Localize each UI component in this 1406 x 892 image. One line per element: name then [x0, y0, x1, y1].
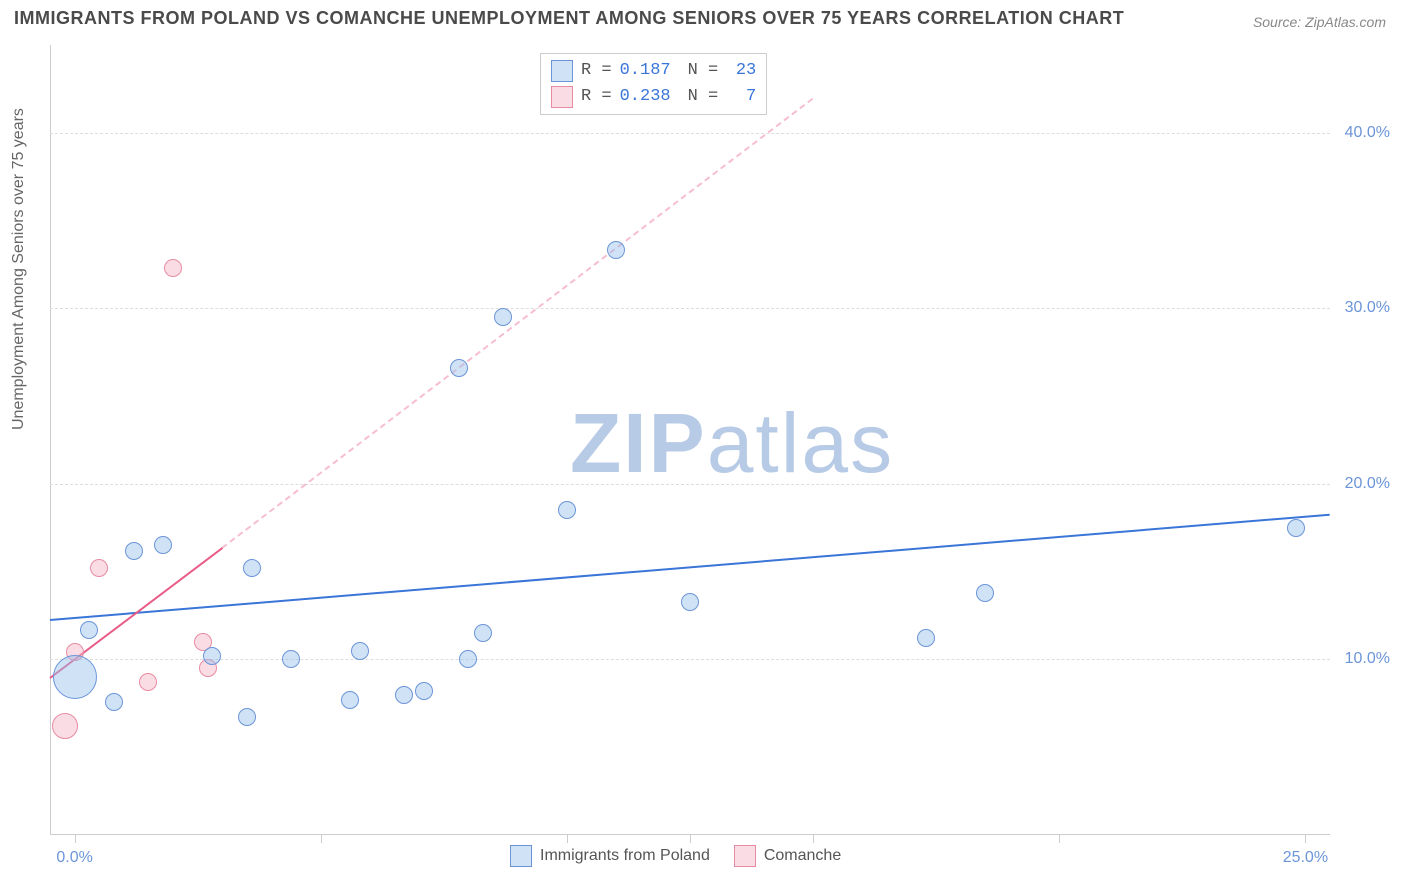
watermark-zip: ZIP	[570, 396, 707, 490]
stats-row: R = 0.187 N = 23	[551, 58, 756, 84]
legend-swatch-icon	[510, 845, 532, 867]
y-tick-label: 10.0%	[1345, 650, 1390, 668]
data-point	[681, 593, 699, 611]
gridline	[50, 659, 1330, 660]
data-point	[90, 559, 108, 577]
data-point	[243, 559, 261, 577]
data-point	[558, 501, 576, 519]
n-label: N =	[688, 58, 719, 84]
y-tick-label: 30.0%	[1345, 299, 1390, 317]
data-point	[238, 708, 256, 726]
data-point	[154, 536, 172, 554]
chart-container: IMMIGRANTS FROM POLAND VS COMANCHE UNEMP…	[0, 0, 1406, 892]
y-tick-label: 40.0%	[1345, 124, 1390, 142]
data-point	[1287, 519, 1305, 537]
data-point	[52, 713, 78, 739]
gridline	[50, 133, 1330, 134]
legend-label: Comanche	[764, 847, 841, 865]
data-point	[80, 621, 98, 639]
watermark-atlas: atlas	[707, 396, 894, 490]
stats-row: R = 0.238 N = 7	[551, 84, 756, 110]
data-point	[474, 624, 492, 642]
data-point	[976, 584, 994, 602]
watermark: ZIPatlas	[570, 395, 894, 492]
trend-line	[222, 98, 814, 549]
data-point	[341, 691, 359, 709]
x-tick	[690, 835, 691, 843]
x-tick	[1305, 835, 1306, 843]
legend-swatch-icon	[551, 60, 573, 82]
data-point	[125, 542, 143, 560]
data-point	[203, 647, 221, 665]
x-tick	[75, 835, 76, 843]
n-label: N =	[688, 84, 719, 110]
x-tick	[813, 835, 814, 843]
legend-swatch-icon	[551, 86, 573, 108]
x-tick-label: 0.0%	[56, 849, 92, 867]
data-point	[282, 650, 300, 668]
n-value: 7	[726, 84, 756, 110]
x-tick	[321, 835, 322, 843]
legend-swatch-icon	[734, 845, 756, 867]
y-tick-label: 20.0%	[1345, 475, 1390, 493]
series-legend: Immigrants from Poland Comanche	[510, 845, 841, 867]
chart-area: ZIPatlas 10.0%20.0%30.0%40.0%0.0%25.0% R…	[50, 45, 1390, 835]
x-tick-label: 25.0%	[1283, 849, 1328, 867]
y-axis-label: Unemployment Among Seniors over 75 years	[10, 108, 28, 430]
data-point	[164, 259, 182, 277]
gridline	[50, 484, 1330, 485]
data-point	[351, 642, 369, 660]
data-point	[139, 673, 157, 691]
source-label: Source: ZipAtlas.com	[1253, 14, 1386, 30]
data-point	[415, 682, 433, 700]
data-point	[105, 693, 123, 711]
n-value: 23	[726, 58, 756, 84]
data-point	[450, 359, 468, 377]
data-point	[53, 655, 97, 699]
r-value: 0.187	[620, 58, 680, 84]
r-label: R =	[581, 84, 612, 110]
r-value: 0.238	[620, 84, 680, 110]
legend-item: Immigrants from Poland	[510, 845, 710, 867]
data-point	[395, 686, 413, 704]
x-tick	[567, 835, 568, 843]
legend-item: Comanche	[734, 845, 841, 867]
data-point	[459, 650, 477, 668]
legend-label: Immigrants from Poland	[540, 847, 710, 865]
x-tick	[1059, 835, 1060, 843]
plot-area: ZIPatlas 10.0%20.0%30.0%40.0%0.0%25.0%	[50, 45, 1330, 835]
data-point	[607, 241, 625, 259]
chart-title: IMMIGRANTS FROM POLAND VS COMANCHE UNEMP…	[14, 8, 1124, 29]
data-point	[494, 308, 512, 326]
gridline	[50, 308, 1330, 309]
r-label: R =	[581, 58, 612, 84]
data-point	[917, 629, 935, 647]
y-axis-line	[50, 45, 51, 835]
stats-legend-box: R = 0.187 N = 23 R = 0.238 N = 7	[540, 53, 767, 115]
